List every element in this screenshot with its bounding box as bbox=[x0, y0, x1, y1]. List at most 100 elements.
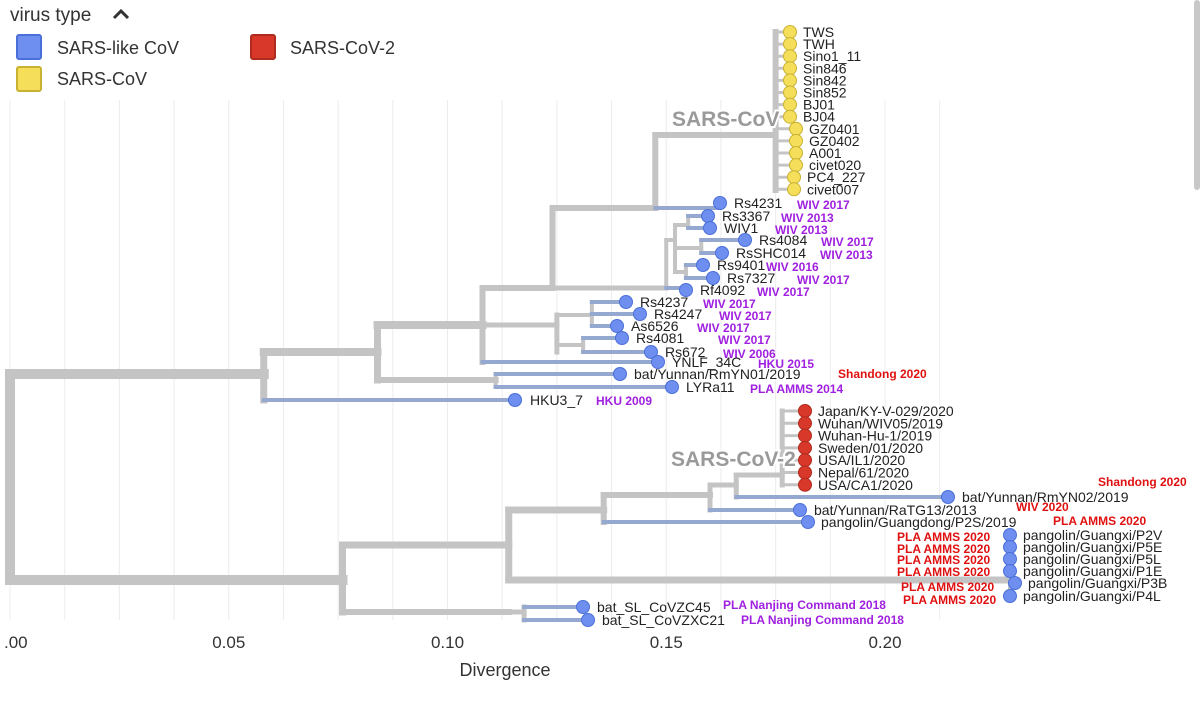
tip-zxc21[interactable] bbox=[581, 613, 595, 627]
tip-rmyn01[interactable] bbox=[613, 367, 627, 381]
tip-sarslike[interactable] bbox=[651, 355, 665, 369]
tip-label-sars: civet007 bbox=[807, 181, 859, 197]
tip-sars-cov[interactable] bbox=[789, 133, 803, 148]
tip-sars-cov[interactable] bbox=[783, 85, 797, 100]
tip-sarslike[interactable] bbox=[715, 246, 729, 260]
tip-sars-cov-2[interactable] bbox=[798, 404, 812, 418]
legend[interactable]: virus type SARS-like CoV SARS-CoV-2 SARS… bbox=[10, 5, 395, 92]
legend-title[interactable]: virus type bbox=[10, 5, 91, 26]
tip-label-p2s: pangolin/Guangdong/P2S/2019 bbox=[821, 514, 1017, 530]
tip-label-sars: Sino1_11 bbox=[803, 48, 861, 64]
tip-sars-cov[interactable] bbox=[783, 61, 797, 76]
tip-sarslike[interactable] bbox=[619, 295, 633, 309]
tip-pangolin-guangxi[interactable] bbox=[1003, 589, 1017, 603]
tip-label-sars: TWS bbox=[803, 24, 834, 40]
tip-sarslike[interactable] bbox=[706, 271, 720, 285]
tip-sars-cov[interactable] bbox=[783, 109, 797, 124]
chevron-up-icon[interactable] bbox=[112, 8, 130, 20]
tip-sars-cov[interactable] bbox=[783, 25, 797, 39]
tip-pangolin-guangxi[interactable] bbox=[1003, 528, 1017, 542]
tip-note: WIV 2020 bbox=[1016, 500, 1069, 514]
tip-sars-cov[interactable] bbox=[783, 49, 797, 64]
tip-sarslike[interactable] bbox=[696, 258, 710, 272]
tip-note: WIV 2016 bbox=[766, 260, 819, 274]
tip-sarslike[interactable] bbox=[713, 196, 727, 210]
tip-label-pangolin: pangolin/Guangxi/P4L bbox=[1023, 588, 1161, 604]
legend-swatch-sarslike[interactable] bbox=[16, 34, 42, 60]
tip-label-sars: Sin846 bbox=[803, 60, 847, 76]
tip-label: Rs9401 bbox=[717, 257, 765, 273]
tip-ratg13[interactable] bbox=[793, 503, 807, 517]
tip-note: WIV 2017 bbox=[797, 198, 850, 212]
tip-pangolin-guangxi[interactable] bbox=[1003, 540, 1017, 554]
tip-sars-cov[interactable] bbox=[787, 170, 801, 185]
tip-note: HKU 2009 bbox=[596, 394, 652, 408]
tip-sars-cov-2[interactable] bbox=[798, 428, 812, 443]
tip-rmyn02[interactable] bbox=[941, 490, 955, 504]
tip-p2s[interactable] bbox=[801, 515, 815, 529]
tip-zc45[interactable] bbox=[576, 600, 590, 614]
tip-note: PLA Nanjing Command 2018 bbox=[741, 613, 904, 627]
tip-label: WIV1 bbox=[724, 220, 758, 236]
legend-swatch-sars[interactable] bbox=[16, 66, 42, 92]
tip-sars-cov[interactable] bbox=[783, 73, 797, 88]
tip-label-pangolin: pangolin/Guangxi/P5E bbox=[1023, 539, 1162, 555]
tip-label-sars2: Japan/KY-V-029/2020 bbox=[818, 403, 954, 419]
tip-note: WIV 2017 bbox=[719, 309, 772, 323]
tip-sarslike[interactable] bbox=[633, 307, 647, 321]
tip-note: WIV 2017 bbox=[757, 285, 810, 299]
tip-label-sars: BJ04 bbox=[803, 109, 835, 125]
tip-labels: HKU3_7 HKU 2009 bat/Yunnan/RmYN01/2019 Shan… bbox=[530, 24, 1187, 628]
tip-sars-cov-2[interactable] bbox=[798, 477, 812, 492]
tip-sarslike[interactable] bbox=[615, 331, 629, 345]
tip-label-sars: GZ0401 bbox=[809, 121, 860, 137]
legend-swatch-sars2[interactable] bbox=[250, 34, 276, 60]
tip-lyra11[interactable] bbox=[665, 380, 679, 394]
tip-label: Rs672 bbox=[665, 344, 706, 360]
tip-sars-cov-2[interactable] bbox=[798, 440, 812, 455]
tip-label-rmyn02: bat/Yunnan/RmYN02/2019 bbox=[962, 489, 1129, 505]
legend-label-sars[interactable]: SARS-CoV bbox=[57, 69, 147, 89]
x-axis: .00 0.05 0.10 0.15 0.20 bbox=[4, 633, 902, 652]
tip-label-sars2: Wuhan/WIV05/2019 bbox=[818, 415, 943, 431]
tip-sars-cov-2[interactable] bbox=[798, 453, 812, 468]
tip-label: Rs4237 bbox=[640, 294, 688, 310]
tip-note: WIV 2017 bbox=[797, 273, 850, 287]
tip-sars-cov-2[interactable] bbox=[798, 416, 812, 431]
tip-sarslike[interactable] bbox=[679, 283, 693, 297]
tip-sars-cov[interactable] bbox=[787, 182, 801, 197]
tip-label: Rs4081 bbox=[636, 330, 684, 346]
tip-pangolin-guangxi[interactable] bbox=[1003, 564, 1017, 578]
tip-label-sars: TWH bbox=[803, 36, 835, 52]
tip-sarslike[interactable] bbox=[703, 221, 717, 235]
legend-label-sars2[interactable]: SARS-CoV-2 bbox=[290, 38, 395, 58]
tip-sarslike[interactable] bbox=[610, 319, 624, 333]
tip-sarslike[interactable] bbox=[701, 209, 715, 223]
legend-label-sarslike[interactable]: SARS-like CoV bbox=[57, 38, 179, 58]
tip-sars-cov[interactable] bbox=[783, 37, 797, 52]
tip-label-sars2: USA/CA1/2020 bbox=[818, 477, 913, 493]
tip-sars-cov[interactable] bbox=[789, 158, 803, 173]
tip-sarslike[interactable] bbox=[644, 345, 658, 359]
tip-label-sars2: Sweden/01/2020 bbox=[818, 440, 923, 456]
axis-tick-label: 0.20 bbox=[868, 633, 901, 652]
tip-sars-cov[interactable] bbox=[789, 121, 803, 136]
tip-sarslike[interactable] bbox=[738, 233, 752, 247]
scrollbar[interactable] bbox=[1194, 0, 1200, 190]
tip-sars-cov[interactable] bbox=[783, 97, 797, 112]
tip-hku3-7[interactable] bbox=[508, 393, 522, 407]
tree-branches bbox=[5, 29, 1017, 623]
tip-sars-cov-2[interactable] bbox=[798, 465, 812, 480]
tip-label-sars: A001 bbox=[809, 145, 842, 161]
tip-label: As6526 bbox=[631, 318, 679, 334]
tip-pangolin-guangxi[interactable] bbox=[1003, 552, 1017, 566]
tip-label: Rs4231 bbox=[734, 195, 782, 211]
tree-tips[interactable] bbox=[508, 25, 1022, 627]
tip-pangolin-guangxi[interactable] bbox=[1008, 576, 1022, 590]
tip-label: YNLF_34C bbox=[672, 354, 741, 370]
tip-label-sars: BJ01 bbox=[803, 97, 835, 113]
tip-label-sars: civet020 bbox=[809, 157, 861, 173]
tip-note: PLA AMMS 2020 bbox=[897, 530, 990, 544]
tip-sars-cov[interactable] bbox=[789, 146, 803, 160]
